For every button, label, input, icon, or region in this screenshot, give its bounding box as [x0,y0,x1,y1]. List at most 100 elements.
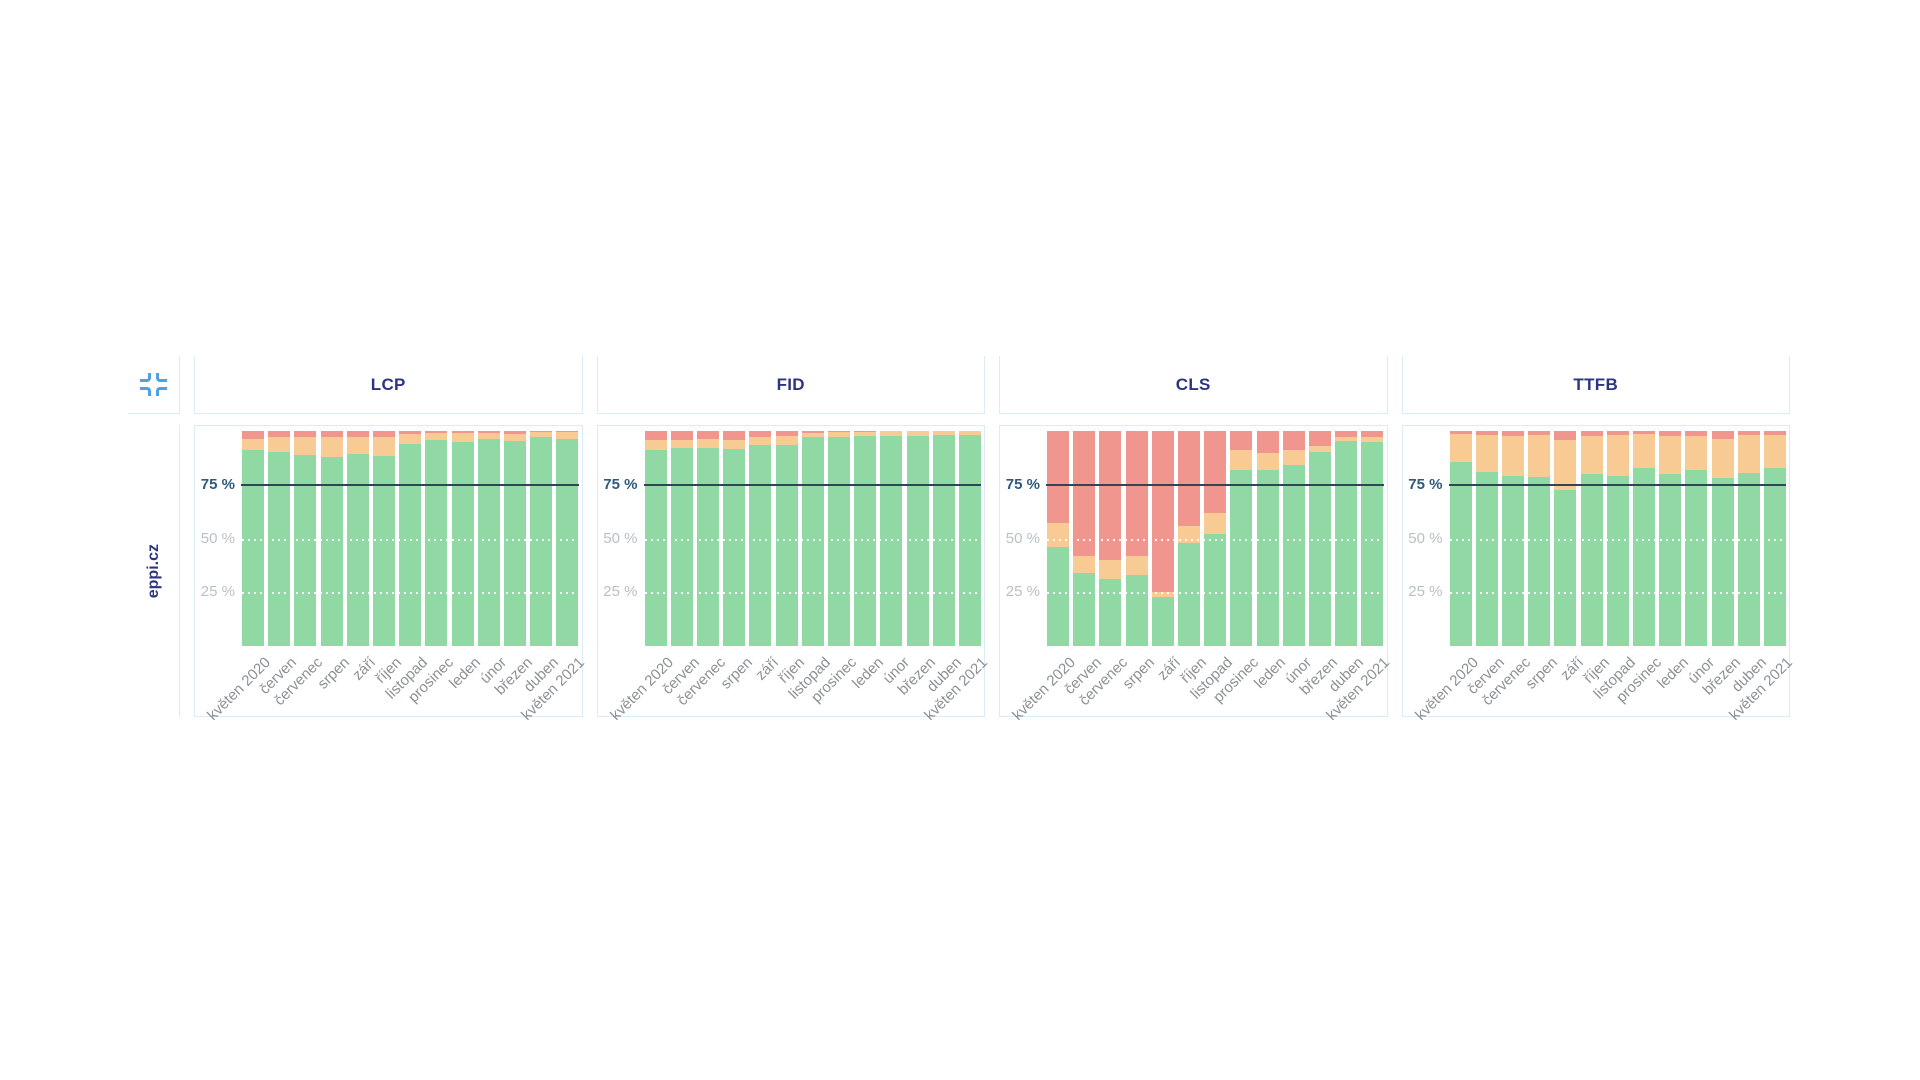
column-title: CLS [1175,374,1211,394]
bar-segment-poor [827,431,850,432]
bar-segment-poor [644,431,667,440]
bar-květen-2020 [644,431,667,646]
bar-segment-good [749,444,772,646]
bar-segment-good [1685,469,1708,646]
bar-segment-good [373,455,396,646]
bar-březen [504,431,527,646]
bar-říjen [1580,431,1603,646]
bar-segment-poor [670,431,693,440]
bar-segment-needs-improvement [1580,436,1603,474]
bar-segment-poor [1501,431,1524,437]
refline-75 [1448,483,1786,486]
bar-září [749,431,772,646]
bar-srpen [320,431,343,646]
collapse-icon-corner [140,373,151,382]
bar-segment-needs-improvement [1230,450,1253,470]
bar-segment-needs-improvement [346,437,369,454]
bar-segment-poor [775,431,798,437]
bar-segment-needs-improvement [906,431,929,437]
bar-segment-good [1501,476,1524,646]
bar-segment-good [723,449,746,646]
column-header-ttfb: TTFB [1401,356,1790,414]
bar-segment-poor [749,431,772,438]
bar-segment-needs-improvement [1151,592,1174,597]
bar-segment-needs-improvement [723,439,746,450]
bar-segment-needs-improvement [1361,437,1384,442]
bar-segment-good [1099,579,1122,646]
bar-segment-poor [1204,431,1227,513]
collapse-icon-corner [140,387,151,396]
bar-únor [1685,431,1708,646]
bar-segment-good [1073,572,1096,646]
bar-segment-needs-improvement [1309,446,1332,453]
bar-segment-poor [399,431,422,435]
bar-segment-good [696,448,719,646]
bar-listopad [399,431,422,646]
bar-segment-needs-improvement [1335,437,1358,441]
bar-segment-good [399,443,422,646]
bar-segment-needs-improvement [1737,435,1760,473]
collapse-icon-corner [156,387,167,396]
bar-segment-good [1528,477,1551,646]
gridline-50 [1047,538,1384,541]
bar-segment-poor [1449,431,1472,435]
bar-segment-good [346,453,369,646]
bar-segment-needs-improvement [399,434,422,444]
bar-segment-needs-improvement [451,433,474,442]
bar-segment-needs-improvement [1099,560,1122,580]
bar-segment-good [906,436,929,646]
bar-květen-2020 [1047,431,1069,646]
y-tick-75: 75 % [603,475,638,493]
bar-segment-needs-improvement [1554,439,1577,491]
bar-segment-poor [1256,431,1279,453]
collapse-icon[interactable] [140,373,167,396]
bar-segment-poor [1361,431,1384,438]
bar-segment-good [1554,490,1577,646]
bar-segment-poor [1528,431,1551,436]
y-tick-25: 25 % [603,583,638,601]
bar-srpen [723,431,746,646]
bar-segment-poor [723,431,746,440]
bar-segment-needs-improvement [670,439,693,449]
bar-segment-good [775,444,798,646]
bar-říjen [775,431,798,646]
bar-segment-good [854,436,877,646]
plot-area [1047,431,1384,646]
bar-segment-poor [477,431,500,434]
bar-segment-needs-improvement [477,433,500,439]
bar-segment-needs-improvement [1073,555,1096,573]
bar-červenec [294,431,317,646]
bar-segment-poor [425,431,448,434]
bar-segment-poor [1125,431,1148,556]
bar-segment-good [1309,452,1332,646]
bar-segment-needs-improvement [1178,525,1201,543]
bar-říjen [373,431,396,646]
bar-segment-poor [1685,431,1708,437]
bar-segment-good [1606,476,1629,646]
bar-segment-good [1737,472,1760,646]
bar-segment-poor [1632,431,1655,435]
bar-segment-good [451,441,474,646]
bar-červen [1073,431,1096,646]
y-tick-75: 75 % [200,475,235,493]
bar-únor [1282,431,1305,646]
bar-červenec [696,431,719,646]
bar-segment-good [268,452,291,646]
y-tick-50: 50 % [200,529,235,547]
bar-segment-good [1711,478,1734,646]
chart-ttfb: 75 % 50 % 25 % květen 2020 červen červenec srp… [1401,425,1796,724]
bar-segment-needs-improvement [1528,435,1551,478]
column-header-lcp: LCP [194,356,583,414]
bar-duben [1335,431,1358,646]
bar-segment-needs-improvement [1047,523,1069,548]
column-header-cls: CLS [999,356,1388,414]
bar-srpen [1528,431,1551,646]
bar-segment-needs-improvement [556,432,579,439]
bar-segment-needs-improvement [1125,555,1148,576]
bar-segment-poor [1763,431,1786,436]
collapse-icon-corner [156,373,167,382]
column-header-fid: FID [596,356,985,414]
bar-segment-good [320,456,343,646]
bar-leden [1659,431,1682,646]
bar-segment-good [504,440,527,646]
